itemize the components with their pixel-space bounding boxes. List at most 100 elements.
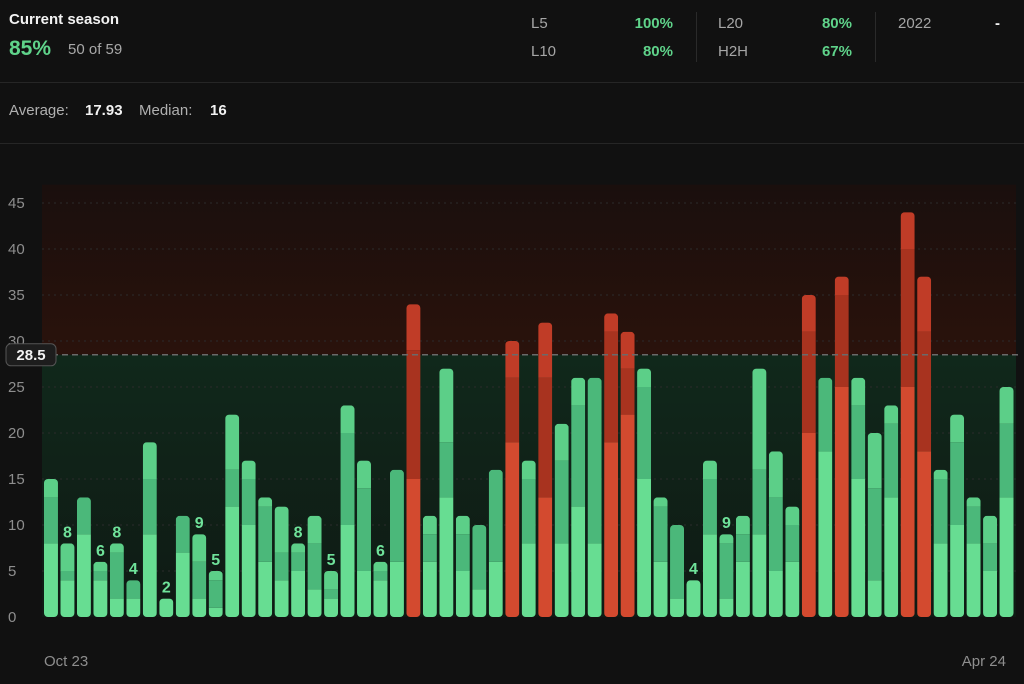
bar-segment xyxy=(126,598,141,617)
bar xyxy=(983,515,998,617)
bar-segment xyxy=(653,561,668,617)
bar-segment xyxy=(620,331,635,369)
bar xyxy=(406,304,421,617)
bar xyxy=(208,571,223,617)
stat-value-l5: 100% xyxy=(634,15,673,32)
bar-segment xyxy=(109,598,124,617)
bar xyxy=(801,295,816,617)
y-tick-label: 35 xyxy=(8,287,25,304)
bar-segment xyxy=(60,580,75,617)
bar-segment xyxy=(966,506,981,544)
bar xyxy=(142,442,157,617)
bar-segment xyxy=(604,442,619,617)
bar xyxy=(917,276,932,617)
bar-segment xyxy=(60,571,75,581)
bar-segment xyxy=(686,580,701,617)
bar-segment xyxy=(752,368,767,470)
stat-value-2022: - xyxy=(995,15,1000,32)
bar-segment xyxy=(554,543,569,617)
bar-data-label: 8 xyxy=(63,524,72,541)
bar-segment xyxy=(422,515,437,535)
bar xyxy=(554,423,569,617)
bar-segment xyxy=(455,515,470,535)
season-title: Current season xyxy=(9,11,120,28)
bar xyxy=(571,377,586,617)
bar-segment xyxy=(225,469,240,507)
bar-segment xyxy=(933,479,948,544)
bar xyxy=(900,212,915,617)
bar-segment xyxy=(241,525,256,617)
bar-data-label: 6 xyxy=(376,543,385,560)
bar xyxy=(109,543,124,617)
bar-segment xyxy=(455,534,470,571)
stat-label-h2h: H2H xyxy=(718,43,749,60)
bar-segment xyxy=(818,377,833,452)
bar-segment xyxy=(950,414,965,443)
bar-segment xyxy=(274,506,289,553)
bar-segment xyxy=(472,525,487,590)
y-tick-label: 45 xyxy=(8,195,25,212)
bar-segment xyxy=(604,331,619,443)
bar-segment xyxy=(76,497,91,535)
season-hit-rate: 85% xyxy=(9,37,52,60)
bar xyxy=(735,515,750,617)
bar xyxy=(505,341,520,617)
x-start-label: Oct 23 xyxy=(44,653,88,670)
bar-segment xyxy=(159,598,174,617)
bar xyxy=(159,598,174,617)
bar-segment xyxy=(324,571,339,590)
bar-segment xyxy=(258,561,273,617)
median-label: Median: xyxy=(139,102,193,119)
bar-segment xyxy=(933,543,948,617)
bar-segment xyxy=(109,552,124,599)
bar-segment xyxy=(785,525,800,562)
y-tick-label: 10 xyxy=(8,517,25,534)
bar-segment xyxy=(966,543,981,617)
bar-segment xyxy=(60,543,75,571)
bar xyxy=(587,377,602,617)
stat-label-l10: L10 xyxy=(531,43,557,60)
bar-segment xyxy=(406,304,421,351)
bar-segment xyxy=(175,552,190,617)
bar-segment xyxy=(670,598,685,617)
bar-segment xyxy=(175,515,190,553)
bar-segment xyxy=(406,350,421,479)
bar-segment xyxy=(389,561,404,617)
bar-segment xyxy=(834,295,849,387)
bar-data-label: 2 xyxy=(162,580,171,597)
bar-segment xyxy=(999,497,1014,617)
median-value: 16 xyxy=(210,102,227,119)
bar-segment xyxy=(884,497,899,617)
bar-segment xyxy=(735,561,750,617)
bar xyxy=(768,451,783,617)
bar-segment xyxy=(702,479,717,535)
bar xyxy=(324,571,339,617)
season-hit-count: 50 of 59 xyxy=(68,41,123,58)
bar-segment xyxy=(439,497,454,617)
bar-segment xyxy=(406,479,421,617)
bar-data-label: 5 xyxy=(327,552,336,569)
bar-data-label: 6 xyxy=(96,543,105,560)
bar xyxy=(60,543,75,617)
bar-data-label: 9 xyxy=(722,515,731,532)
bar-segment xyxy=(241,460,256,479)
bar xyxy=(488,469,503,617)
bar xyxy=(521,460,536,617)
bar-segment xyxy=(752,469,767,535)
bar-segment xyxy=(851,405,866,479)
bar xyxy=(867,433,882,617)
bar-segment xyxy=(274,580,289,617)
stat-value-l10: 80% xyxy=(642,43,673,60)
stat-value-l20: 80% xyxy=(821,15,852,32)
bar-segment xyxy=(587,543,602,617)
y-tick-label: 5 xyxy=(8,563,16,580)
bar xyxy=(950,414,965,617)
bar-segment xyxy=(884,405,899,424)
bar-segment xyxy=(373,571,388,581)
bar-segment xyxy=(340,525,355,617)
bar-segment xyxy=(735,534,750,562)
bar-segment xyxy=(488,469,503,562)
bar-segment xyxy=(357,488,371,571)
bar xyxy=(834,276,849,617)
bar xyxy=(785,506,800,617)
